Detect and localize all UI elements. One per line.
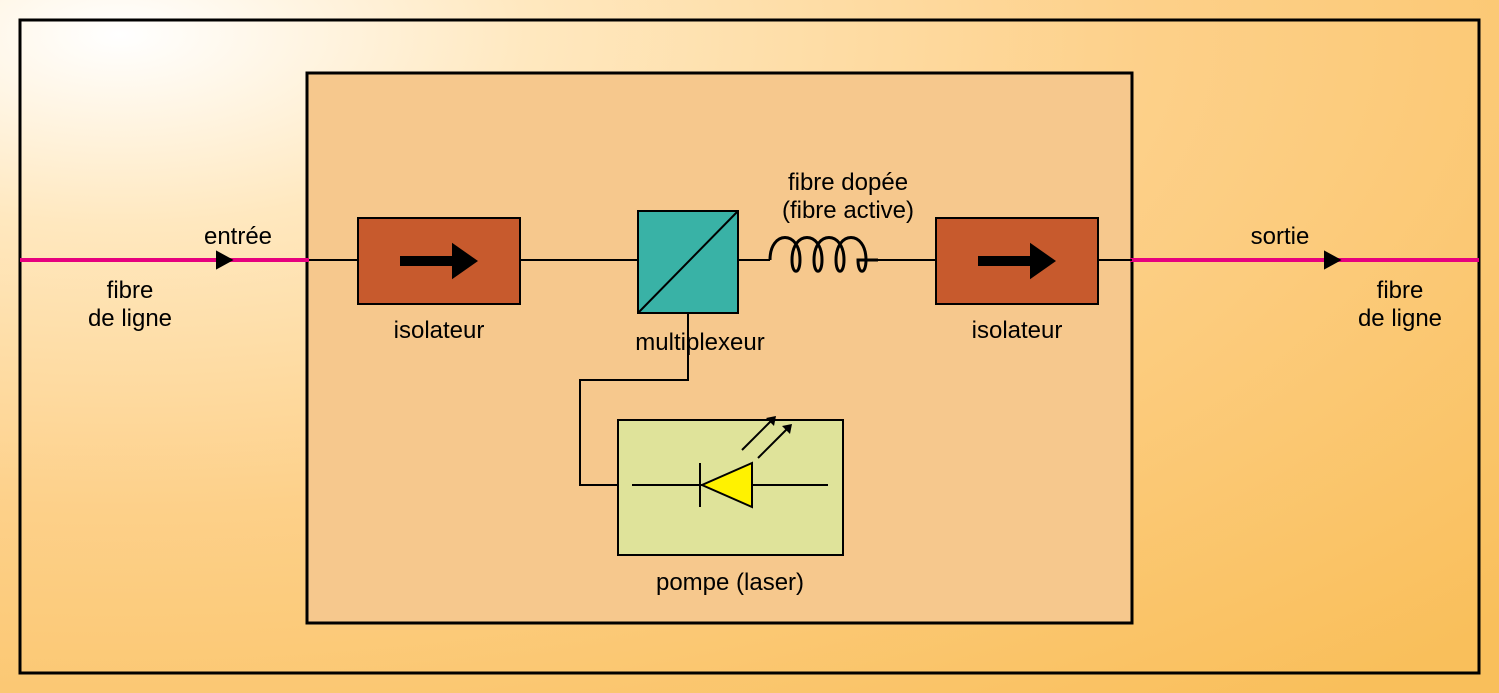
label-entree: entrée (204, 223, 272, 250)
label-fibre_ligne_l1: fibre (107, 277, 154, 304)
label-multiplexeur: multiplexeur (635, 329, 764, 356)
label-fibre_dopee2: (fibre active) (782, 197, 914, 224)
label-isolateur1: isolateur (394, 317, 485, 344)
label-fibre_dopee1: fibre dopée (788, 169, 908, 196)
label-sortie: sortie (1251, 223, 1310, 250)
label-pompe: pompe (laser) (656, 569, 804, 596)
label-fibre_ligne_r2: de ligne (1358, 305, 1442, 332)
label-fibre_ligne_r1: fibre (1377, 277, 1424, 304)
label-fibre_ligne_l2: de ligne (88, 305, 172, 332)
optical-amplifier-diagram: entréefibrede lignesortiefibrede ligneis… (0, 0, 1499, 693)
label-isolateur2: isolateur (972, 317, 1063, 344)
